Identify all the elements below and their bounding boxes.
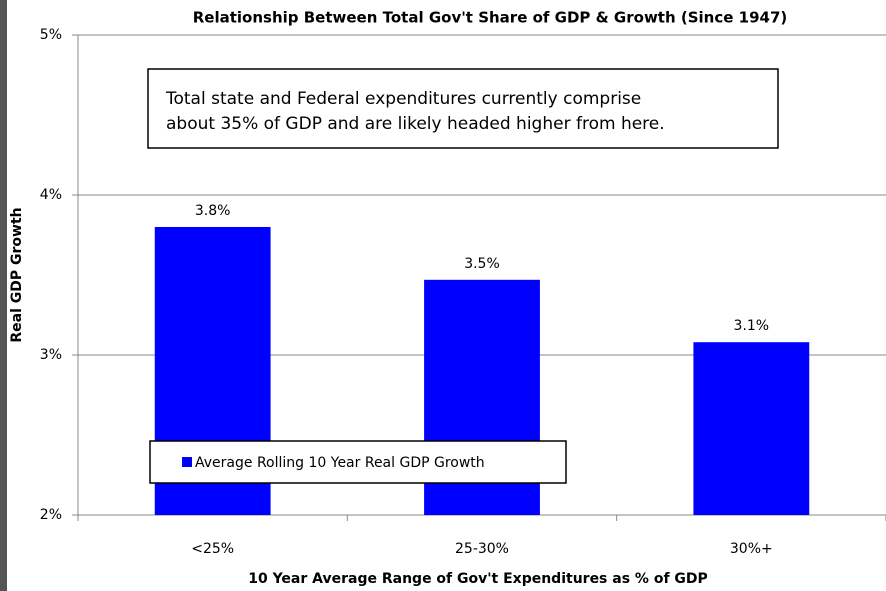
- y-tick-label: 2%: [40, 507, 62, 523]
- y-axis-label: Real GDP Growth: [9, 207, 25, 342]
- y-tick-label: 4%: [40, 187, 62, 203]
- legend-label: Average Rolling 10 Year Real GDP Growth: [195, 455, 485, 471]
- left-border: [0, 0, 7, 591]
- x-tick-label: 30%+: [730, 541, 773, 557]
- x-tick-label: <25%: [191, 541, 234, 557]
- data-label: 3.5%: [464, 256, 500, 272]
- annotation-box: [147, 68, 779, 149]
- bar: [693, 342, 810, 515]
- y-tick-label: 3%: [40, 347, 62, 363]
- legend-box: [149, 440, 567, 484]
- chart-title: Relationship Between Total Gov't Share o…: [193, 9, 788, 27]
- x-tick-label: 25-30%: [455, 541, 509, 557]
- annotation-text: Total state and Federal expenditures cur…: [165, 89, 641, 109]
- data-label: 3.8%: [195, 203, 231, 219]
- x-axis-label: 10 Year Average Range of Gov't Expenditu…: [248, 571, 708, 587]
- y-tick-label: 5%: [40, 27, 62, 43]
- annotation-text: about 35% of GDP and are likely headed h…: [166, 114, 665, 134]
- data-label: 3.1%: [734, 318, 770, 334]
- legend-swatch: [182, 457, 192, 467]
